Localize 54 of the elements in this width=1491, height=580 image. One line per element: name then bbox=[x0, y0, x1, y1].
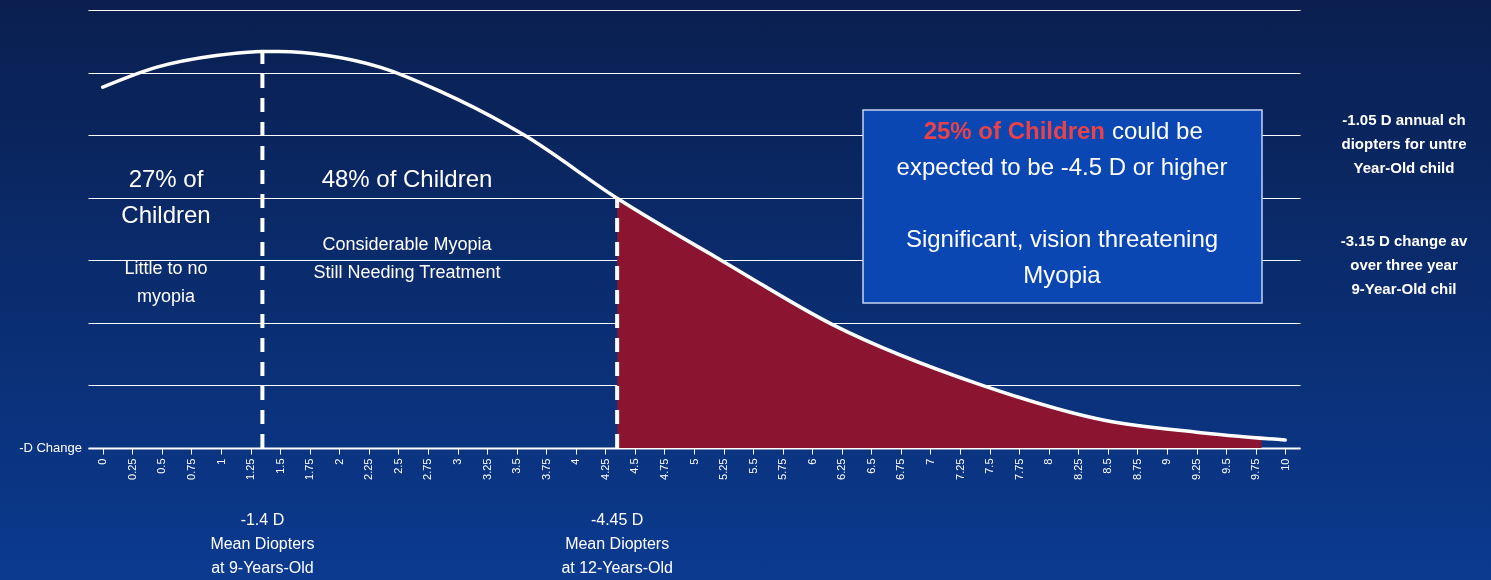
x-tick-label: 2.75 bbox=[421, 458, 434, 480]
x-tick-label: 7 bbox=[923, 458, 936, 465]
x-tick-label: 7.25 bbox=[953, 458, 966, 480]
x-tick-label: 6.5 bbox=[864, 458, 877, 474]
x-tick-label: 1 bbox=[214, 458, 227, 465]
x-tick-label: 7.75 bbox=[1012, 458, 1025, 480]
x-tick-label: 3.25 bbox=[480, 458, 493, 480]
x-tick-label: 8 bbox=[1042, 458, 1055, 465]
annotation: Significant, vision threatening Myopia bbox=[905, 225, 1219, 288]
x-axis-title: -D Change bbox=[19, 440, 82, 455]
x-tick-label: 0 bbox=[96, 458, 109, 465]
annotation: 48% of Children bbox=[321, 165, 493, 192]
x-tick-label: 2.25 bbox=[362, 458, 375, 480]
x-tick-label: 0.25 bbox=[125, 458, 138, 480]
x-tick-label: 7.5 bbox=[983, 458, 996, 474]
x-tick-label: 4.5 bbox=[628, 458, 641, 474]
x-tick-label: 8.75 bbox=[1130, 458, 1143, 480]
x-tick-label: 2 bbox=[332, 458, 345, 465]
annotation: could be bbox=[1112, 117, 1203, 144]
x-tick-label: 0.75 bbox=[184, 458, 197, 480]
x-tick-label: 1.25 bbox=[244, 458, 257, 480]
x-tick-label: 0.5 bbox=[155, 458, 168, 474]
x-tick-label: 3 bbox=[451, 458, 464, 465]
annotation: 27% of Children bbox=[121, 165, 211, 228]
x-tick-label: 1.5 bbox=[273, 458, 286, 474]
annotation: Considerable Myopia Still Needing Treatment bbox=[313, 234, 501, 282]
annotation: 25% of Children bbox=[923, 117, 1105, 144]
x-tick-label: 3.5 bbox=[510, 458, 523, 474]
x-tick-label: 6 bbox=[805, 458, 818, 465]
x-tick-label: 5.5 bbox=[746, 458, 759, 474]
text: -1.4 D Mean Diopters at 9-Years-Old bbox=[210, 511, 315, 576]
x-tick-label: 9.75 bbox=[1249, 458, 1262, 480]
x-tick-label: 8.5 bbox=[1101, 458, 1114, 474]
x-tick-label: 10 bbox=[1278, 458, 1291, 471]
x-tick-label: 5 bbox=[687, 458, 700, 465]
x-tick-label: 4.25 bbox=[598, 458, 611, 480]
x-tick-label: 4 bbox=[569, 458, 582, 465]
x-tick-label: 8.25 bbox=[1071, 458, 1084, 480]
annotation: Little to no myopia bbox=[124, 258, 208, 306]
x-tick-label: 1.75 bbox=[303, 458, 316, 480]
x-tick-label: 2.5 bbox=[391, 458, 404, 474]
x-tick-label: 3.75 bbox=[539, 458, 552, 480]
annotation: expected to be -4.5 D or higher bbox=[896, 153, 1228, 180]
x-tick-label: 9.5 bbox=[1219, 458, 1232, 474]
x-tick-label: 9 bbox=[1160, 458, 1173, 465]
text: -3.15 D change av over three year 9-Year-Old chil bbox=[1340, 232, 1469, 297]
x-tick-label: 4.75 bbox=[657, 458, 670, 480]
text: -1.05 D annual ch diopters for untre Year-Old child bbox=[1341, 111, 1467, 176]
x-tick-label: 6.75 bbox=[894, 458, 907, 480]
x-tick-label: 6.25 bbox=[835, 458, 848, 480]
text: -4.45 D Mean Diopters at 12-Years-Old bbox=[561, 511, 673, 576]
x-tick-label: 9.25 bbox=[1190, 458, 1203, 480]
x-tick-label: 5.25 bbox=[717, 458, 730, 480]
x-tick-label: 5.75 bbox=[776, 458, 789, 480]
